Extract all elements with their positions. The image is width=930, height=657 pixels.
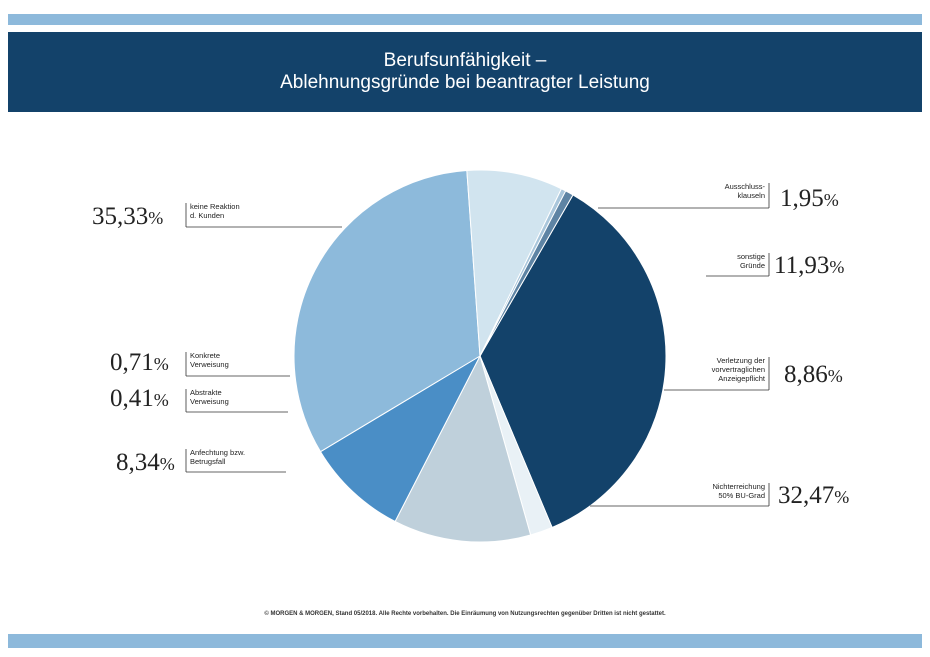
bottom-stripe [8,634,922,648]
slice-value-label: 0,71% [110,349,169,376]
pie-slice [319,354,482,523]
slice-value-label: 8,86% [784,361,843,388]
slice-label: Verletzung der vorvertraglichen Anzeigepfl… [712,356,766,383]
pie-slice [479,194,667,529]
slice-value-label: 35,33% [92,203,163,230]
slice-label: keine Reaktion d. Kunden [190,202,240,220]
slice-label: Nichterreichung 50% BU-Grad [712,482,765,500]
slice-label: Anfechtung bzw. Betrugsfall [190,448,245,466]
slice-value-label: 11,93% [774,252,844,279]
chart-header: Berufsunfähigkeit – Ablehnungsgründe bei… [8,32,922,112]
slice-label: Konkrete Verweisung [190,351,229,369]
pie-slice [394,354,532,543]
pie-slice [293,169,481,453]
slice-value-label: 1,95% [780,185,839,212]
pie-slice [479,190,574,357]
slice-label: sonstige Gründe [737,252,765,270]
slice-value-label: 32,47% [778,482,849,509]
chart-title-line-2: Ablehnungsgründe bei beantragter Leistun… [280,72,650,93]
copyright-footer: © MORGEN & MORGEN, Stand 05/2018. Alle R… [264,611,666,617]
slice-value-label: 8,34% [116,449,175,476]
pie-slice [466,169,563,358]
slice-value-label: 0,41% [110,385,169,412]
chart-title-line-1: Berufsunfähigkeit – [383,50,547,71]
top-stripe [8,14,922,25]
slice-label: Abstrakte Verweisung [190,388,229,406]
slice-label: Ausschluss-klauseln [725,182,766,200]
